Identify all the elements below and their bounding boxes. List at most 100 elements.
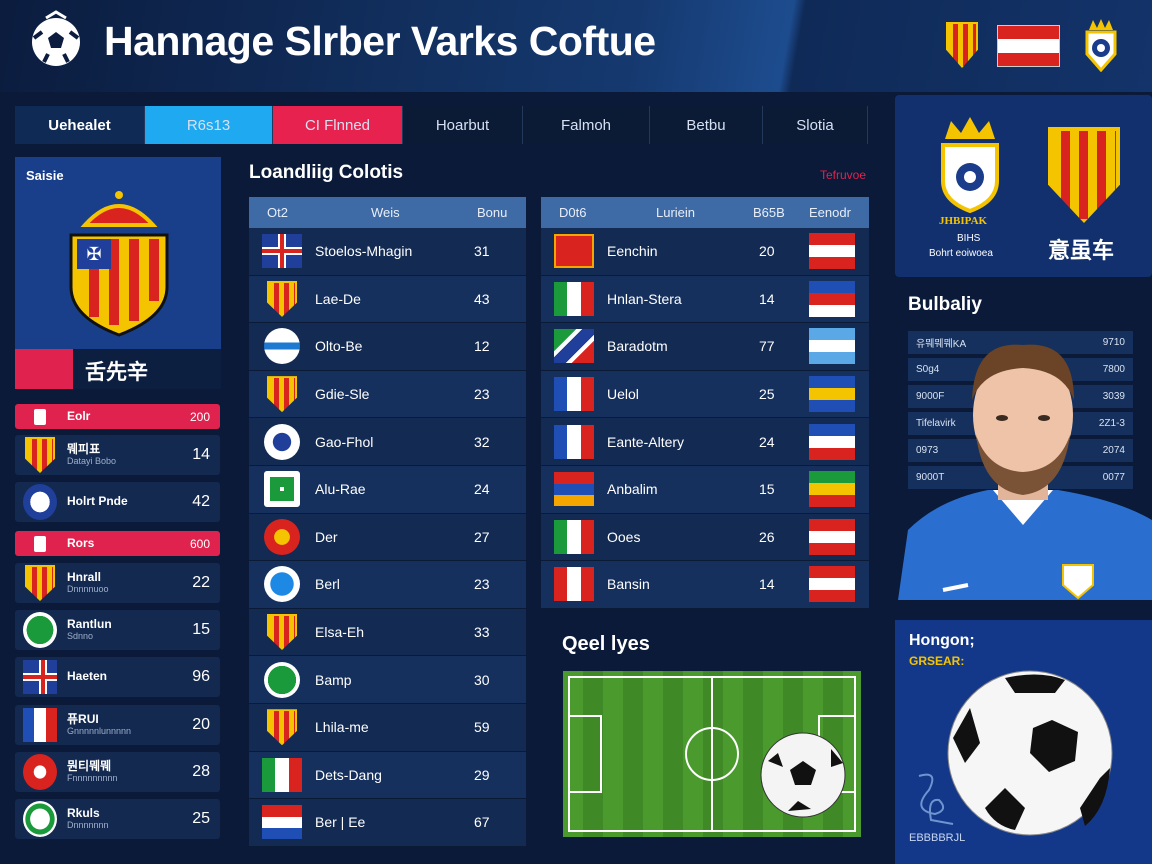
table-row[interactable]: Stoelos-Mhagin 31 [249, 228, 526, 276]
cell-value: 27 [474, 528, 490, 545]
table-row[interactable]: Bamp 30 [249, 656, 526, 704]
item-value: 28 [192, 763, 210, 780]
stat-value: 0077 [1102, 472, 1125, 483]
tab-5[interactable]: Falmoh [523, 106, 650, 144]
stat-value: 3039 [1102, 391, 1125, 402]
column-header[interactable]: Ot2 [267, 205, 288, 220]
table-row[interactable]: Bansin 14 [541, 561, 869, 609]
list-section-header[interactable]: Eolr 200 [15, 404, 220, 429]
cell-icon [541, 329, 607, 364]
leaders-table-1: Ot2 Weis Bonu Stoelos-Mhagin 31 Lae-De 43 Olto-… [249, 197, 526, 847]
crowned-ball-crest-icon[interactable] [1084, 18, 1118, 72]
column-header[interactable]: Eenodr [809, 205, 851, 220]
cell-name: Lae-De [315, 290, 361, 307]
stat-label: 9000T [916, 472, 945, 483]
item-name: Eolr [67, 408, 91, 423]
app-title: Hannage Slrber Varks Coftue [104, 18, 656, 64]
tab-6[interactable]: Betbu [650, 106, 763, 144]
icon-wrap [23, 407, 57, 427]
table-row[interactable]: Hnlan-Stera 14 [541, 275, 869, 324]
list-item[interactable]: Hnrall Dnnnnuoo 22 [15, 563, 220, 603]
item-name: Holrt Pnde [67, 494, 128, 509]
globe-ball-icon [32, 10, 80, 66]
netherlands-flag-icon[interactable] [997, 25, 1060, 67]
icon-wrap [23, 534, 57, 554]
header: Hannage Slrber Varks Coftue [0, 0, 1152, 92]
table-row[interactable]: Eenchin 20 [541, 228, 869, 276]
list-item[interactable]: Haeten 96 [15, 657, 220, 697]
table-row[interactable]: Lae-De 43 [249, 275, 526, 324]
list-item[interactable]: Holrt Pnde 42 [15, 482, 220, 522]
stat-label: 유뭬뭬뭬KA [916, 339, 967, 350]
crest-icon [25, 437, 55, 473]
table-row[interactable]: Anbalim 15 [541, 465, 869, 514]
jm-icon [554, 329, 594, 364]
table-row[interactable]: Elsa-Eh 33 [249, 608, 526, 657]
tab-2[interactable]: R6s13 [145, 106, 273, 144]
cell-icon [541, 234, 607, 269]
cell-name: Berl [315, 576, 340, 593]
cell-name: Elsa-Eh [315, 624, 365, 641]
item-name: 퓨RUI [67, 712, 99, 727]
tab-7[interactable]: Slotia [763, 106, 868, 144]
table-row[interactable]: Eante-Altery 24 [541, 418, 869, 466]
list-item[interactable]: Rkuls Dnnnnnnn 25 [15, 799, 220, 839]
stat-label: Tifelavirk [916, 418, 956, 429]
table-row[interactable]: Ooes 26 [541, 513, 869, 562]
cell-name: Eenchin [607, 243, 658, 260]
item-value: 200 [189, 409, 210, 424]
tab-1[interactable]: Uehealet [15, 106, 145, 144]
country-flag-icon [809, 518, 855, 555]
column-header[interactable]: Weis [371, 205, 400, 220]
leaders-link[interactable]: Tefruvoe [820, 168, 867, 182]
country-flag-icon [809, 471, 855, 508]
cell-value: 14 [759, 290, 775, 307]
list-item[interactable]: 퓨RUI Gnnnnnlunnnnn 20 [15, 705, 220, 745]
table-row[interactable]: Baradotm 77 [541, 323, 869, 371]
leaders-table-2: D0t6 Luriein B65B Eenodr Eenchin 20 Hnlan-Ster… [541, 197, 869, 609]
icon-wrap [23, 612, 57, 648]
crest-icon [267, 709, 297, 746]
table-row[interactable]: Olto-Be 12 [249, 323, 526, 371]
list-item[interactable]: Rantlun Sdnno 15 [15, 610, 220, 650]
promo-card[interactable]: Hongon; GRSEAR: EBBBBRJL [895, 620, 1152, 864]
table-row[interactable]: Dets-Dang 29 [249, 751, 526, 800]
club-card[interactable]: JHBIPAK BIHS Bohrt eoiwoea 意虽车 [895, 95, 1152, 277]
featured-club-panel[interactable]: Saisie ✠ [15, 157, 221, 349]
list-item[interactable]: 뭬피표 Datayi Bobo 14 [15, 435, 220, 475]
crowned-ball-crest-icon [941, 117, 999, 214]
cell-name: Ber | Ee [315, 814, 366, 831]
fr-icon [554, 377, 594, 412]
tab-4[interactable]: Hoarbut [403, 106, 523, 144]
table-row[interactable]: Gao-Fhol 32 [249, 418, 526, 466]
cell-icon [249, 471, 315, 508]
column-header[interactable]: D0t6 [559, 205, 587, 220]
table-row[interactable]: Berl 23 [249, 561, 526, 609]
cell-name: Eante-Altery [607, 433, 685, 450]
ball-icon [23, 484, 57, 520]
column-header[interactable]: Luriein [656, 205, 696, 220]
table-row[interactable]: Gdie-Sle 23 [249, 370, 526, 419]
club-left-sub2: Bohrt eoiwoea [929, 248, 993, 259]
table-row[interactable]: Ber | Ee 67 [249, 799, 526, 847]
column-header[interactable]: Bonu [477, 205, 508, 220]
column-header[interactable]: B65B [753, 205, 785, 220]
cell-name: Ooes [607, 528, 641, 545]
cell-name: Hnlan-Stera [607, 290, 682, 307]
table-row[interactable]: Alu-Rae 24 [249, 465, 526, 514]
caption-color-block [15, 349, 73, 389]
cell-value: 33 [474, 624, 490, 641]
table-row[interactable]: Uelol 25 [541, 370, 869, 419]
item-sub: Dnnnnnnn [67, 819, 109, 830]
list-item[interactable]: 뭔티뭬뭬 Fnnnnnnnnn 28 [15, 752, 220, 792]
list-section-header[interactable]: Rors 600 [15, 531, 220, 556]
red-crest-icon[interactable] [946, 22, 978, 68]
table-row[interactable]: Der 27 [249, 513, 526, 562]
cell-icon [541, 424, 607, 459]
cell-name: Gdie-Sle [315, 386, 370, 403]
tab-3[interactable]: CI Flnned [273, 106, 403, 144]
table-row[interactable]: Lhila-me 59 [249, 703, 526, 752]
item-text: Rors [67, 536, 190, 550]
cell-value: 30 [474, 671, 490, 688]
stat-value: 9710 [1102, 337, 1125, 348]
